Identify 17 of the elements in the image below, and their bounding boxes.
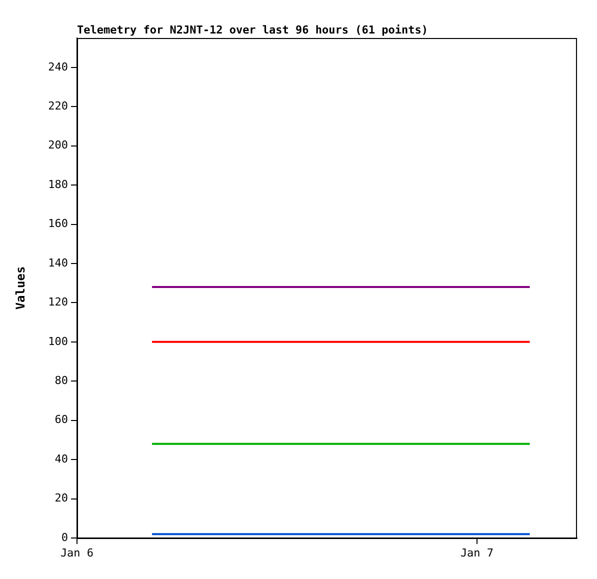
y-tick-label: 40 bbox=[54, 452, 68, 466]
y-tick-label: 180 bbox=[48, 178, 68, 191]
x-tick-label: Jan 6 bbox=[60, 546, 94, 560]
y-tick-label: 20 bbox=[54, 492, 68, 505]
y-tick-label: 0 bbox=[61, 530, 68, 544]
y-tick-label: 140 bbox=[48, 256, 68, 270]
y-tick-label: 80 bbox=[54, 374, 68, 387]
y-tick-label: 220 bbox=[48, 99, 68, 112]
y-tick-label: 240 bbox=[48, 60, 68, 74]
y-tick-label: 200 bbox=[48, 138, 68, 152]
chart-title: Telemetry for N2JNT-12 over last 96 hours (61 points) bbox=[77, 23, 428, 36]
y-axis-title: Values bbox=[13, 266, 28, 310]
y-tick-label: 60 bbox=[54, 413, 68, 426]
x-tick-label: Jan 7 bbox=[460, 546, 494, 560]
y-tick-label: 120 bbox=[48, 296, 68, 309]
y-tick-label: 160 bbox=[48, 217, 68, 230]
y-tick-label: 100 bbox=[48, 334, 68, 348]
